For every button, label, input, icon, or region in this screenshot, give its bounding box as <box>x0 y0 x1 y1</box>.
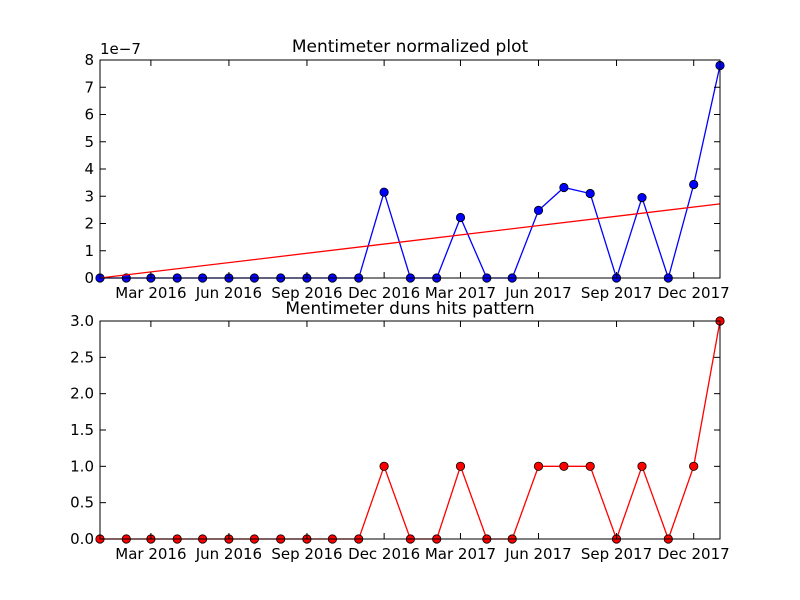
data-point-0-19 <box>585 461 595 471</box>
y-tick-label: 0.5 <box>70 494 94 512</box>
x-tick-label: Sep 2017 <box>581 545 652 563</box>
x-tick-label: Jun 2017 <box>504 284 571 302</box>
data-point-0-23 <box>689 461 699 471</box>
x-tick-label: Mar 2016 <box>115 284 186 302</box>
series-line-1 <box>99 203 721 279</box>
y-tick-label: 1.5 <box>70 421 94 439</box>
y-tick-label: 7 <box>84 78 94 96</box>
x-tick-label: Jun 2016 <box>195 284 262 302</box>
y-tick-label: 2 <box>84 215 94 233</box>
data-point-0-11 <box>379 461 389 471</box>
x-tick-label: Dec 2017 <box>658 545 730 563</box>
duns-hits-chart: Mentimeter duns hits pattern 0.0 0.5 1.0 1.… <box>70 299 730 563</box>
x-tick-label: Mar 2017 <box>425 284 496 302</box>
x-tick-label: Sep 2016 <box>271 545 342 563</box>
axis-ticks: 0 1 2 3 4 5 6 7 8 Mar 2016 Jun 2016 Sep 2016 Dec 201… <box>84 51 729 302</box>
x-tick-label: Dec 2016 <box>348 284 420 302</box>
data-point-0-18 <box>559 182 569 193</box>
y-tick-label: 4 <box>84 160 94 178</box>
y-tick-label: 5 <box>84 133 94 151</box>
x-tick-label: Jun 2016 <box>195 545 262 563</box>
x-tick-label: Jun 2017 <box>504 545 571 563</box>
data-point-0-17 <box>533 205 544 215</box>
data-point-0-14 <box>455 461 466 471</box>
x-tick-label: Sep 2017 <box>581 284 652 302</box>
y-tick-label: 3 <box>84 187 94 205</box>
y-tick-label: 3.0 <box>70 312 94 330</box>
x-tick-label: Dec 2017 <box>658 284 730 302</box>
data-point-0-23 <box>689 179 699 190</box>
chart-title: Mentimeter duns hits pattern <box>285 299 534 319</box>
data-point-0-11 <box>379 187 389 197</box>
y-tick-label: 1 <box>84 242 94 260</box>
data-point-0-19 <box>585 188 595 199</box>
y-exponent-label: 1e−7 <box>100 40 141 58</box>
y-tick-label: 1.0 <box>70 457 94 475</box>
data-point-0-14 <box>455 212 466 223</box>
data-point-0-21 <box>637 193 647 203</box>
x-tick-label: Mar 2017 <box>425 545 496 563</box>
data-point-0-18 <box>559 461 569 471</box>
axis-ticks: 0.0 0.5 1.0 1.5 2.0 2.5 3.0 Mar 2016 Jun 2016 Sep… <box>70 312 730 563</box>
y-tick-label: 0.0 <box>70 530 94 548</box>
normalized-plot-chart: Mentimeter normalized plot 1e−7 0 1 2 3 4 5 6 7… <box>84 37 729 302</box>
x-tick-label: Sep 2016 <box>271 284 342 302</box>
chart-title: Mentimeter normalized plot <box>292 37 529 57</box>
y-tick-label: 8 <box>84 51 94 69</box>
data-point-0-21 <box>637 461 647 471</box>
x-tick-label: Dec 2016 <box>348 545 420 563</box>
y-tick-label: 0 <box>84 269 94 287</box>
y-tick-label: 2.0 <box>70 385 94 403</box>
data-point-0-17 <box>533 461 544 471</box>
y-tick-label: 2.5 <box>70 348 94 366</box>
x-tick-label: Mar 2016 <box>115 545 186 563</box>
y-tick-label: 6 <box>84 106 94 124</box>
